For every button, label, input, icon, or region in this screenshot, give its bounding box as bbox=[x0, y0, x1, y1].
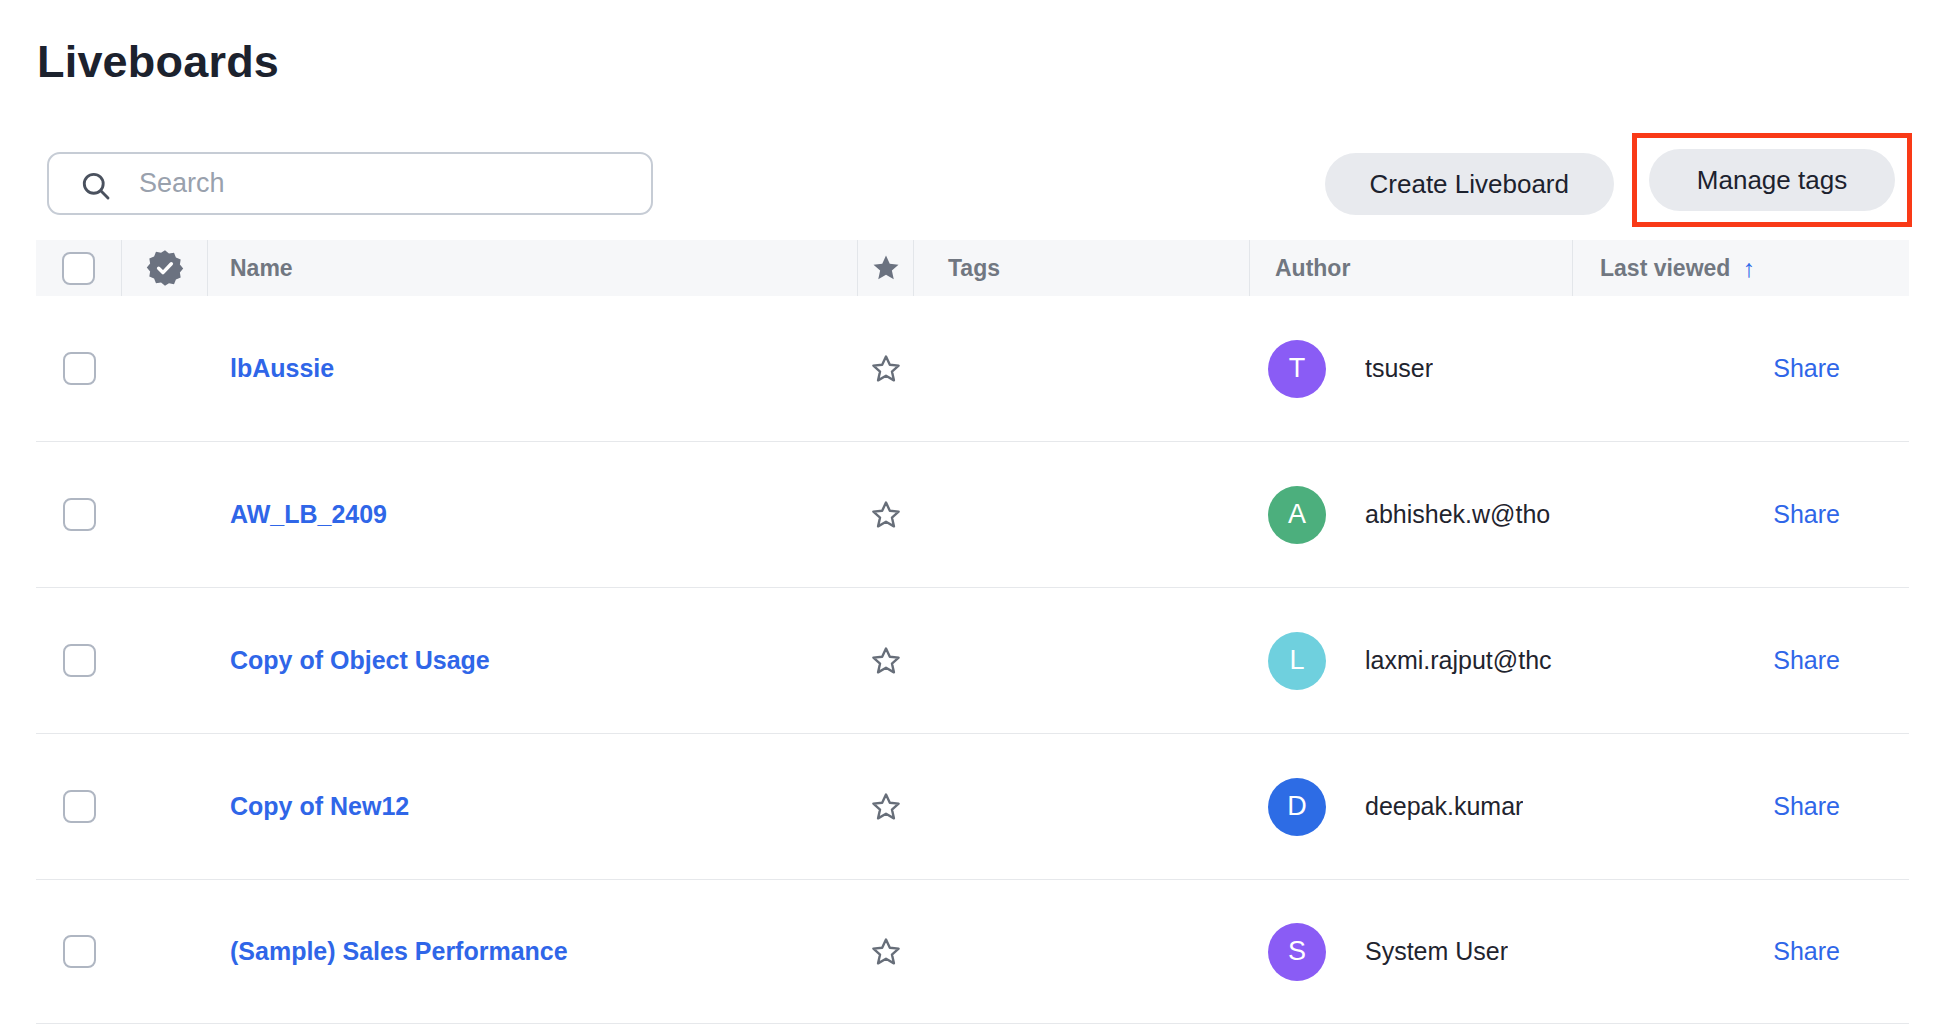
sort-ascending-icon: ↑ bbox=[1742, 254, 1755, 283]
search-box bbox=[47, 152, 653, 215]
row-author-cell: L laxmi.rajput@thc bbox=[1250, 632, 1573, 690]
favorite-toggle[interactable] bbox=[869, 498, 903, 532]
table-row: Copy of Object Usage L laxmi.rajput@thc … bbox=[36, 588, 1909, 734]
share-link[interactable]: Share bbox=[1773, 646, 1840, 675]
liveboards-table: Name Tags Author Last viewed ↑ lbAussie bbox=[36, 240, 1909, 1024]
row-favorite-cell bbox=[858, 644, 914, 678]
row-select-cell bbox=[36, 498, 122, 531]
column-header-favorite bbox=[858, 240, 914, 296]
row-last-viewed-cell: Share bbox=[1573, 937, 1909, 966]
star-filled-icon bbox=[871, 253, 901, 283]
liveboards-page: Liveboards Create Liveboard Manage tags bbox=[0, 0, 1945, 1025]
author-name: laxmi.rajput@thc bbox=[1365, 646, 1552, 675]
row-author-cell: S System User bbox=[1250, 923, 1573, 981]
author-name: deepak.kumar bbox=[1365, 792, 1523, 821]
column-header-last-viewed-label: Last viewed bbox=[1600, 255, 1730, 282]
table-row: AW_LB_2409 A abhishek.w@tho Share bbox=[36, 442, 1909, 588]
favorite-toggle[interactable] bbox=[869, 644, 903, 678]
favorite-toggle[interactable] bbox=[869, 352, 903, 386]
manage-tags-highlight-box: Manage tags bbox=[1632, 133, 1912, 227]
column-header-tags[interactable]: Tags bbox=[914, 240, 1250, 296]
star-outline-icon bbox=[869, 935, 903, 969]
author-name: abhishek.w@tho bbox=[1365, 500, 1550, 529]
row-last-viewed-cell: Share bbox=[1573, 354, 1909, 383]
search-input[interactable] bbox=[49, 154, 651, 213]
row-favorite-cell bbox=[858, 935, 914, 969]
star-outline-icon bbox=[869, 644, 903, 678]
liveboard-name-link[interactable]: Copy of New12 bbox=[230, 792, 409, 821]
row-favorite-cell bbox=[858, 790, 914, 824]
share-link[interactable]: Share bbox=[1773, 500, 1840, 529]
row-author-cell: D deepak.kumar bbox=[1250, 778, 1573, 836]
share-link[interactable]: Share bbox=[1773, 354, 1840, 383]
row-name-cell: lbAussie bbox=[208, 354, 858, 383]
avatar: T bbox=[1268, 340, 1326, 398]
star-outline-icon bbox=[869, 790, 903, 824]
row-select-cell bbox=[36, 644, 122, 677]
select-all-checkbox[interactable] bbox=[62, 252, 95, 285]
row-last-viewed-cell: Share bbox=[1573, 792, 1909, 821]
row-last-viewed-cell: Share bbox=[1573, 646, 1909, 675]
author-name: tsuser bbox=[1365, 354, 1433, 383]
table-row: (Sample) Sales Performance S System User… bbox=[36, 880, 1909, 1024]
row-name-cell: Copy of Object Usage bbox=[208, 646, 858, 675]
row-checkbox[interactable] bbox=[63, 352, 96, 385]
row-favorite-cell bbox=[858, 498, 914, 532]
star-outline-icon bbox=[869, 498, 903, 532]
row-name-cell: AW_LB_2409 bbox=[208, 500, 858, 529]
liveboard-name-link[interactable]: AW_LB_2409 bbox=[230, 500, 387, 529]
star-outline-icon bbox=[869, 352, 903, 386]
row-checkbox[interactable] bbox=[63, 935, 96, 968]
verified-header-cell bbox=[122, 240, 208, 296]
favorite-toggle[interactable] bbox=[869, 790, 903, 824]
share-link[interactable]: Share bbox=[1773, 937, 1840, 966]
author-name: System User bbox=[1365, 937, 1508, 966]
row-select-cell bbox=[36, 790, 122, 823]
liveboard-name-link[interactable]: lbAussie bbox=[230, 354, 334, 383]
row-checkbox[interactable] bbox=[63, 790, 96, 823]
select-all-header-cell bbox=[36, 240, 122, 296]
table-row: lbAussie T tsuser Share bbox=[36, 296, 1909, 442]
row-name-cell: (Sample) Sales Performance bbox=[208, 937, 858, 966]
row-checkbox[interactable] bbox=[63, 498, 96, 531]
table-row: Copy of New12 D deepak.kumar Share bbox=[36, 734, 1909, 880]
row-last-viewed-cell: Share bbox=[1573, 500, 1909, 529]
avatar: A bbox=[1268, 486, 1326, 544]
row-checkbox[interactable] bbox=[63, 644, 96, 677]
share-link[interactable]: Share bbox=[1773, 792, 1840, 821]
avatar: L bbox=[1268, 632, 1326, 690]
column-header-author[interactable]: Author bbox=[1250, 240, 1573, 296]
manage-tags-button[interactable]: Manage tags bbox=[1649, 149, 1895, 211]
liveboard-name-link[interactable]: Copy of Object Usage bbox=[230, 646, 490, 675]
column-header-name[interactable]: Name bbox=[208, 240, 858, 296]
row-select-cell bbox=[36, 935, 122, 968]
avatar: S bbox=[1268, 923, 1326, 981]
table-body: lbAussie T tsuser Share AW_LB_2409 bbox=[36, 296, 1909, 1024]
table-header-row: Name Tags Author Last viewed ↑ bbox=[36, 240, 1909, 296]
row-favorite-cell bbox=[858, 352, 914, 386]
row-author-cell: T tsuser bbox=[1250, 340, 1573, 398]
row-select-cell bbox=[36, 352, 122, 385]
page-title: Liveboards bbox=[37, 36, 279, 88]
row-name-cell: Copy of New12 bbox=[208, 792, 858, 821]
column-header-last-viewed[interactable]: Last viewed ↑ bbox=[1573, 240, 1909, 296]
create-liveboard-button[interactable]: Create Liveboard bbox=[1325, 153, 1614, 215]
liveboard-name-link[interactable]: (Sample) Sales Performance bbox=[230, 937, 568, 966]
favorite-toggle[interactable] bbox=[869, 935, 903, 969]
verified-badge-icon bbox=[146, 249, 184, 287]
row-author-cell: A abhishek.w@tho bbox=[1250, 486, 1573, 544]
avatar: D bbox=[1268, 778, 1326, 836]
toolbar: Create Liveboard Manage tags bbox=[0, 133, 1945, 227]
